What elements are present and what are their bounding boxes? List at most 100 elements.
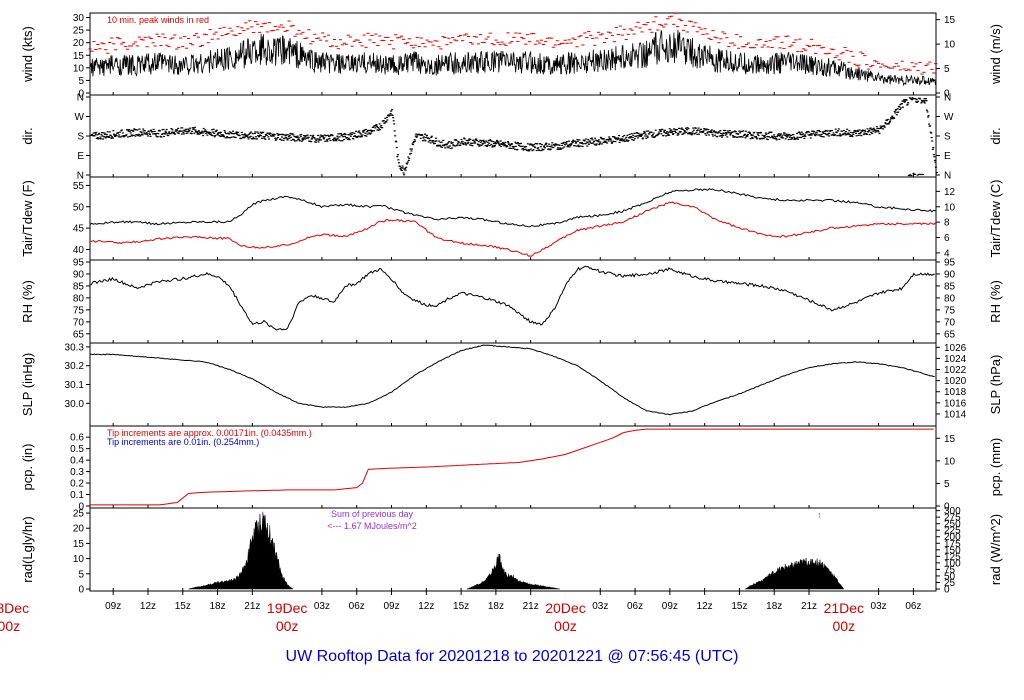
direction-mark [884,122,887,124]
direction-mark [405,162,408,164]
direction-mark [583,140,586,142]
direction-mark [513,146,516,148]
direction-mark [644,135,647,137]
direction-mark [432,140,435,142]
direction-mark [235,131,238,133]
direction-mark [294,140,296,142]
direction-mark [533,146,536,148]
direction-mark [567,144,570,146]
direction-mark [400,167,403,169]
direction-mark [523,146,526,148]
direction-mark [751,136,754,138]
direction-mark [920,102,923,104]
direction-mark [112,130,115,132]
direction-mark [690,132,693,134]
direction-mark [100,134,103,136]
direction-mark [216,133,219,135]
direction-mark [125,134,127,137]
direction-mark [594,137,597,139]
direction-mark [740,130,743,132]
direction-mark [489,140,492,142]
direction-mark [786,134,789,136]
direction-mark [844,134,847,136]
direction-mark [713,131,716,133]
direction-mark [874,131,877,133]
direction-mark [784,134,787,136]
y-tick-label: W [75,112,85,123]
direction-mark [898,108,901,111]
direction-mark [549,148,552,150]
direction-mark [266,132,269,134]
direction-mark [532,149,535,151]
direction-mark [720,134,723,137]
direction-mark [597,141,600,143]
direction-mark [256,138,258,140]
direction-mark [879,125,882,127]
y-axis-label-left: wind (kts) [20,26,35,83]
direction-mark [703,128,706,130]
direction-mark [317,134,319,137]
direction-mark [737,133,740,135]
direction-mark [102,132,105,134]
direction-mark [195,131,198,133]
direction-mark [393,130,396,132]
direction-mark [488,145,491,147]
direction-mark [528,144,531,146]
y-tick-label: 0.1 [70,490,84,501]
direction-mark [396,154,399,156]
direction-mark [632,134,635,136]
direction-mark [506,145,509,147]
direction-mark [899,104,902,106]
direction-mark [571,141,574,144]
direction-mark [899,107,902,109]
direction-mark [780,135,783,137]
direction-mark [796,136,799,138]
direction-mark [598,144,601,146]
y-tick-label: S [77,132,84,143]
radiation-area-day-1 [188,511,294,590]
direction-mark [692,129,695,131]
y-axis-label-left: RH (%) [20,280,35,323]
date-label: 18Dec [0,600,29,616]
direction-mark [788,133,791,135]
direction-mark [821,131,824,133]
direction-mark [702,130,705,132]
direction-mark [329,135,331,137]
direction-mark [695,132,698,134]
direction-mark [224,137,227,139]
direction-mark [517,143,520,145]
direction-mark [403,169,406,171]
direction-mark [877,130,879,132]
direction-mark [665,132,668,134]
direction-mark [923,98,926,100]
direction-mark [362,130,365,132]
direction-mark [272,134,275,136]
direction-mark [129,132,132,134]
direction-mark [305,135,308,137]
direction-mark [556,144,558,146]
direction-mark [742,130,745,132]
direction-mark [439,144,442,146]
direction-mark [920,100,923,102]
direction-mark [614,137,616,139]
direction-mark [852,133,855,135]
direction-mark [96,137,99,139]
direction-mark [257,132,260,134]
direction-mark [926,111,929,113]
direction-mark [473,141,476,143]
direction-mark [110,136,113,138]
direction-mark [263,136,266,138]
direction-mark [335,138,338,140]
y-tick-label-right: W [944,112,954,123]
direction-mark [503,145,506,147]
direction-mark [105,133,108,135]
direction-mark [401,169,403,171]
direction-mark [466,142,469,145]
direction-mark [117,136,120,138]
direction-mark [571,141,574,143]
direction-mark [215,129,218,131]
direction-mark [372,130,375,132]
direction-mark [257,135,259,137]
direction-mark [520,142,522,144]
direction-mark [413,141,415,143]
